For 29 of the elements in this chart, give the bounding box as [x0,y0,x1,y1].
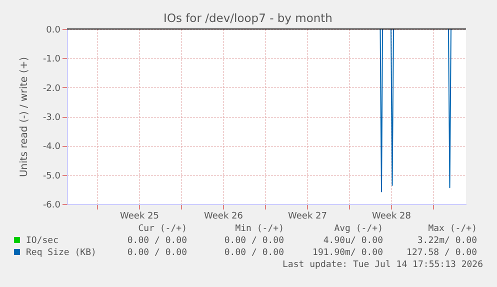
text: 0.00 / 0.00 [127,236,187,246]
text: Cur (-/+) [138,224,187,234]
y-tick-label: -3.0 [42,113,61,123]
chart-title: IOs for /dev/loop7 - by month [164,11,332,25]
x-tick-label: Week 26 [204,212,244,222]
text: 4.90u/ 0.00 [323,236,383,246]
text: 0.00 / 0.00 [224,236,284,246]
x-tick-label: Week 27 [288,212,327,222]
y-axis-title: Units read (-) / write (+) [18,56,30,178]
y-tick-label: 0.0 [46,26,61,36]
legend-label: IO/sec [26,236,59,246]
text: 191.90m/ 0.00 [312,248,383,258]
text: 127.58 / 0.00 [406,248,477,258]
y-tick-label: -5.0 [42,171,61,182]
y-tick-label: -6.0 [42,200,61,210]
y-tick-label: -2.0 [42,84,61,94]
text: 0.00 / 0.00 [127,248,187,258]
text: Avg (-/+) [334,224,383,234]
text: Min (-/+) [235,224,284,234]
y-tick-label: -4.0 [42,142,61,152]
text: 0.00 / 0.00 [224,248,284,258]
line-series [380,29,452,192]
y-tick-label: -1.0 [42,54,61,65]
x-tick-label: Week 25 [120,212,159,222]
x-tick-label: Week 28 [372,212,412,222]
text: Last update: Tue Jul 14 17:55:13 2026 [282,260,483,270]
legend-label: Req Size (KB) [26,248,96,258]
text: Max (-/+) [428,224,477,234]
text: 3.22m/ 0.00 [417,236,477,246]
